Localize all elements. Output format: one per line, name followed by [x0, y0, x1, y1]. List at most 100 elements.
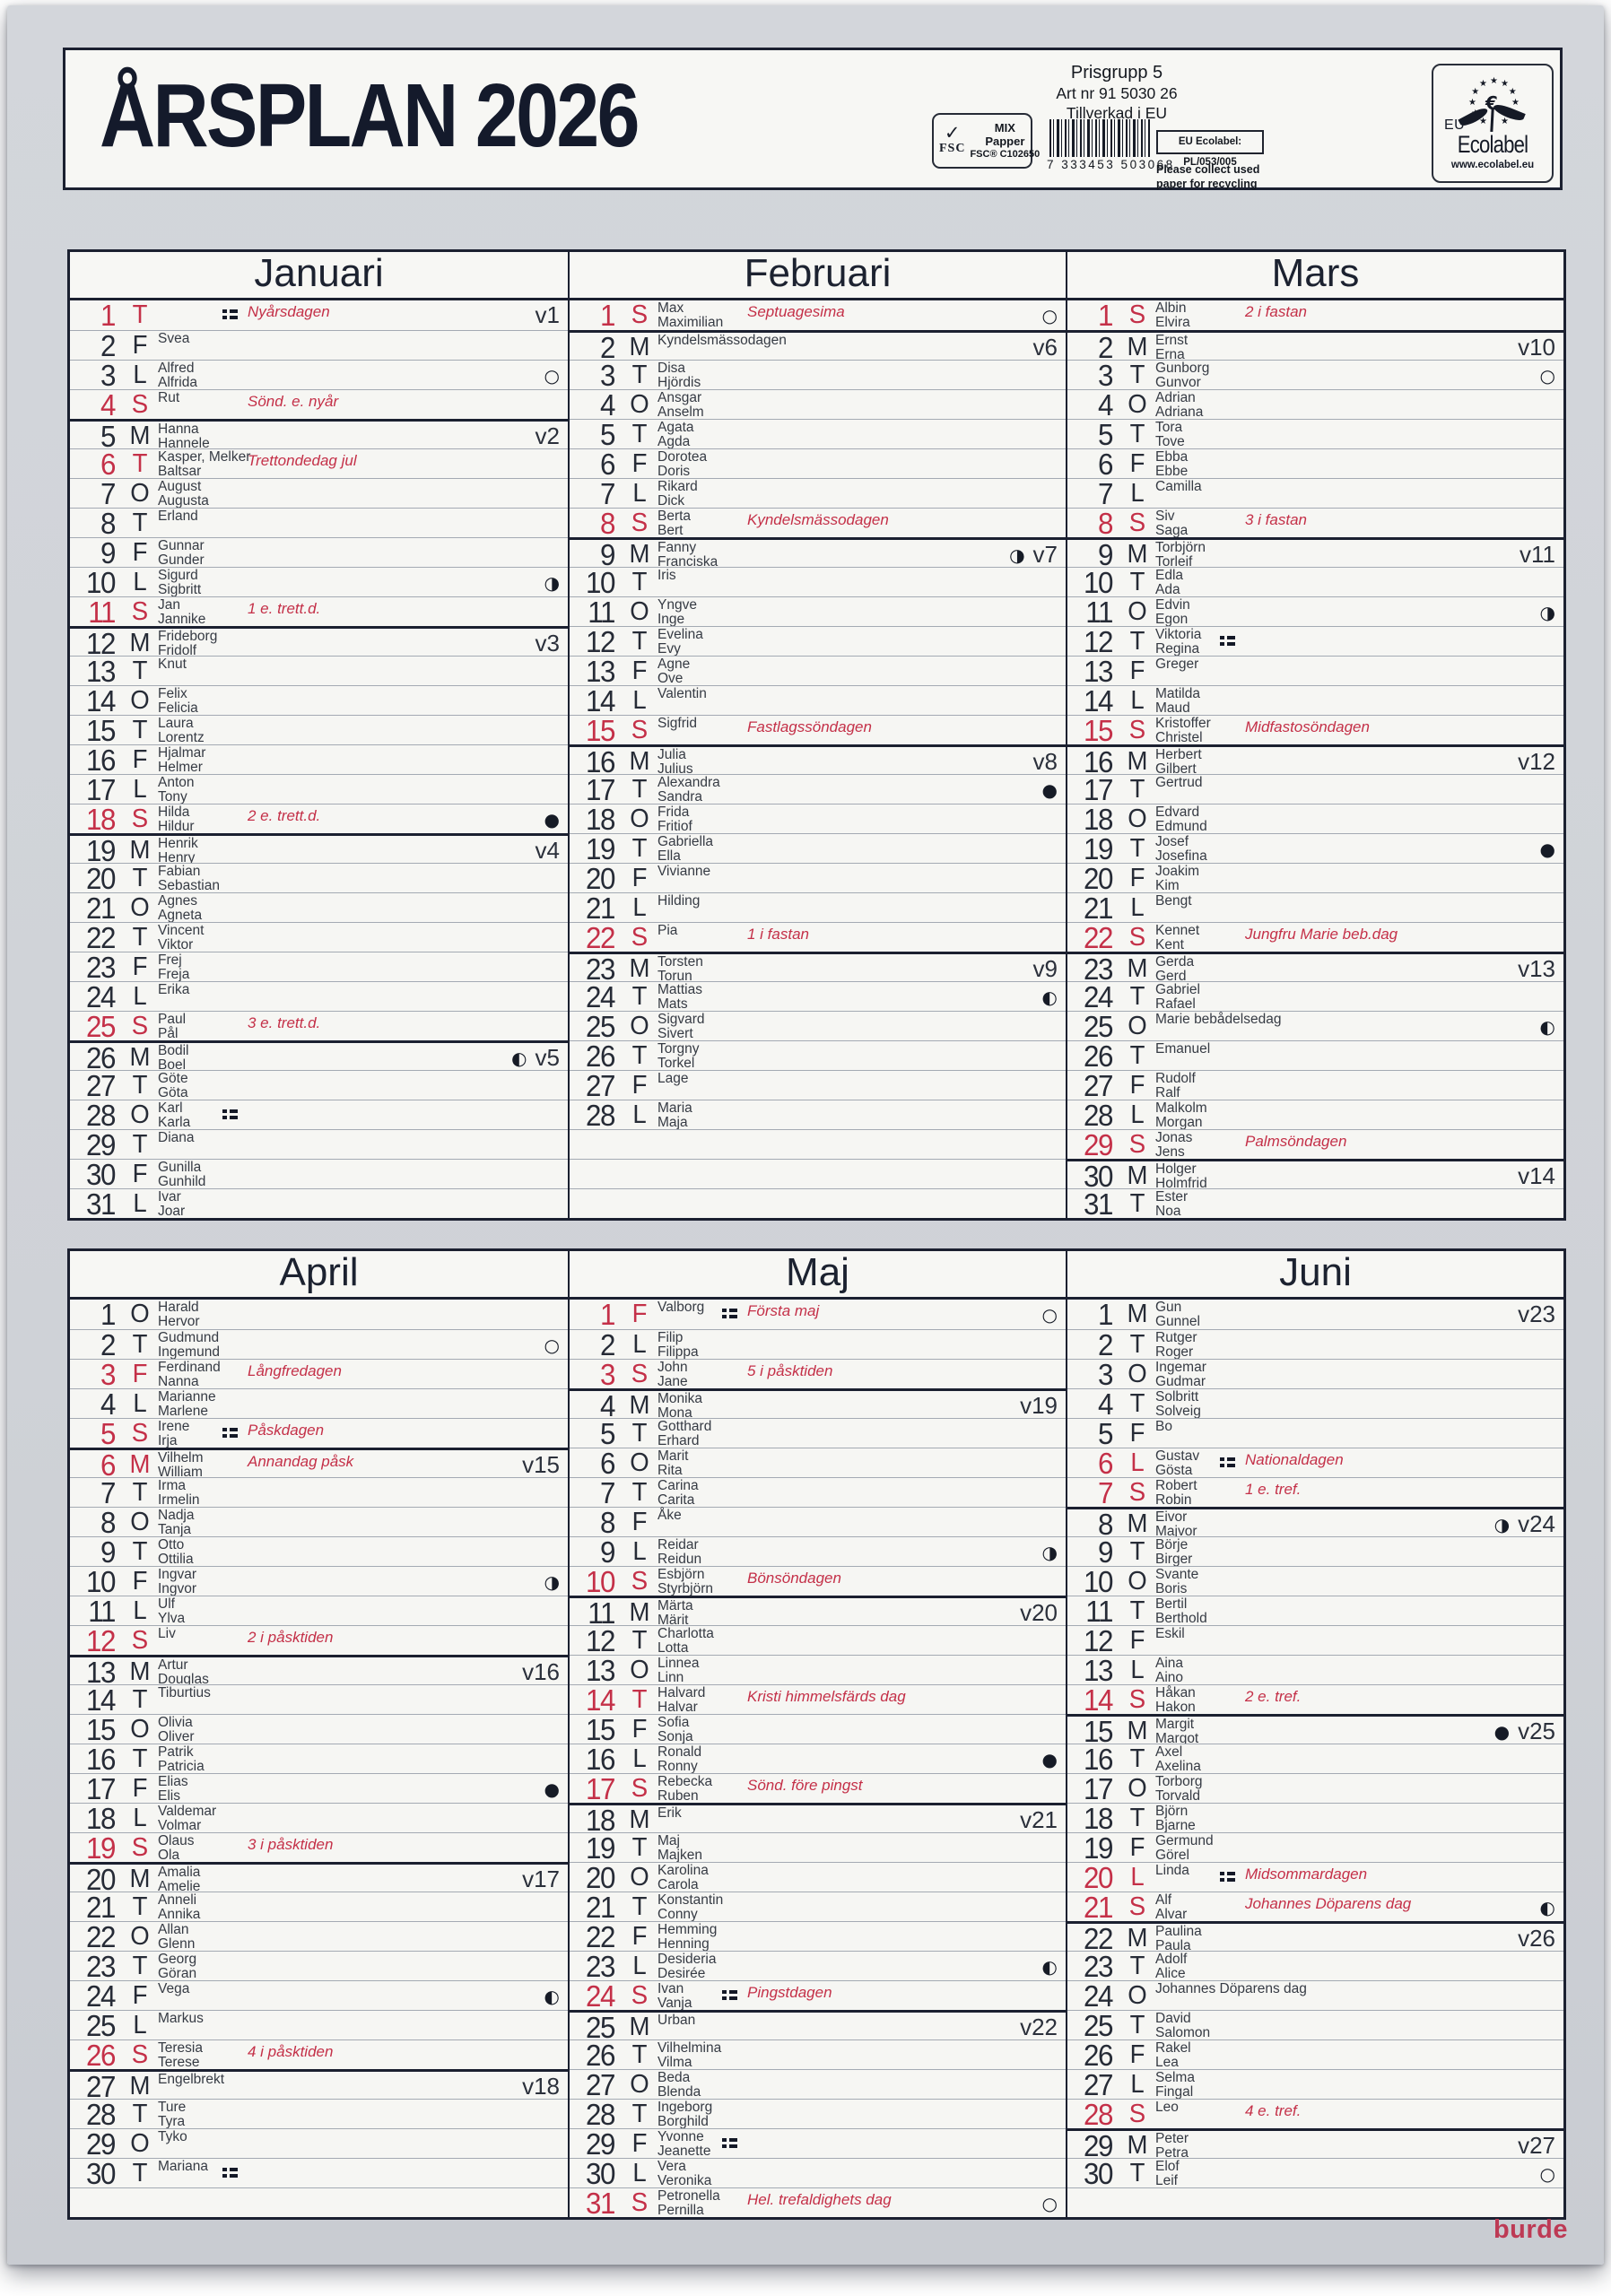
name-day: Selma [1155, 2070, 1195, 2085]
name-day: Borghild [657, 2113, 709, 2129]
moon-phase-icon-last: ◑ [1539, 601, 1555, 623]
weekday-letter: M [1127, 2131, 1148, 2160]
day-row: 11 S Jan Jannike 1 e. trett.d. [70, 596, 568, 628]
day-number: 3 [599, 1358, 615, 1391]
name-day: Ove [657, 670, 684, 686]
name-day: Gudmund [158, 1330, 220, 1345]
name-day: Petronella [657, 2188, 720, 2204]
day-number: 11 [1085, 1595, 1113, 1628]
name-day: Bengt [1155, 893, 1192, 909]
day-number: 3 [100, 1358, 116, 1391]
day-row: 2 L Filip Filippa [570, 1328, 1066, 1361]
name-day: Tyko [158, 2129, 187, 2144]
day-number: 6 [1097, 1447, 1113, 1480]
week-number: v19 [1020, 1392, 1058, 1419]
weekday-letter: F [132, 1360, 148, 1388]
name-day: Gunhild [158, 1173, 206, 1189]
weekday-letter: S [131, 1012, 149, 1040]
weekday-letter: S [631, 509, 649, 537]
day-row: 21 O Agnes Agneta [70, 892, 568, 924]
swedish-flag-icon [1220, 1457, 1235, 1467]
day-number: 15 [585, 714, 615, 747]
name-day: Holmfrid [1155, 1175, 1207, 1191]
day-number: 17 [585, 1772, 615, 1805]
weekday-letter: F [631, 1922, 648, 1951]
name-days: Greger [1155, 657, 1198, 672]
name-day: Sandra [657, 788, 702, 804]
day-row: 19 S Olaus Ola 3 i påsktiden [70, 1832, 568, 1864]
name-day: Max [657, 300, 684, 316]
holiday-note: Septuagesima [747, 303, 845, 320]
name-day: Regina [1155, 640, 1200, 657]
day-number: 27 [1083, 2068, 1113, 2101]
day-number: 5 [599, 418, 615, 451]
weekday-letter: T [1129, 1330, 1145, 1359]
name-day: Agda [657, 433, 691, 449]
name-day: Ester [1155, 1189, 1189, 1205]
name-day: Rakel [1155, 2040, 1191, 2056]
holiday-note: Midsommardagen [1245, 1866, 1368, 1883]
row-right-cluster: ○ [1540, 361, 1555, 390]
day-row: 23 L Desideria Desirée ◐ [570, 1951, 1066, 1982]
name-day: Vilma [657, 2054, 692, 2070]
day-row: 21 T Anneli Annika [70, 1892, 568, 1923]
name-days: Ester Noa [1155, 1190, 1188, 1218]
name-day: Konstantin [657, 1892, 724, 1908]
day-number: 1 [599, 1298, 615, 1331]
name-day: Carola [657, 1876, 699, 1892]
day-number: 22 [585, 921, 615, 954]
weekday-letter: T [1129, 1596, 1145, 1625]
name-days: Vilhelmina Vilma [657, 2041, 721, 2069]
name-day: Ingemar [1155, 1360, 1206, 1375]
name-day: Gerda [1155, 954, 1195, 970]
weekday-letter: M [1127, 1924, 1148, 1952]
name-day: Elvira [1155, 314, 1190, 330]
name-day: Gun [1155, 1300, 1182, 1315]
name-day: Carita [657, 1492, 695, 1508]
weekday-letter: T [132, 1537, 148, 1566]
day-row: 22 T Vincent Viktor [70, 922, 568, 953]
name-days: Gun Gunnel [1155, 1300, 1200, 1328]
holiday-note: 2 e. trett.d. [248, 807, 321, 824]
name-days: Beda Blenda [657, 2071, 701, 2099]
name-days: Marit Rita [657, 1449, 688, 1477]
name-day: Margot [1155, 1730, 1199, 1746]
holiday-note: Trettondedag jul [248, 452, 357, 469]
weekday-letter: S [631, 1981, 649, 2010]
day-number: 19 [85, 834, 116, 867]
holiday-note: 1 e. trett.d. [248, 600, 321, 617]
name-days: Amalia Amelie [158, 1866, 200, 1893]
weekday-letter: F [132, 1774, 148, 1803]
weekday-letter: M [129, 1043, 151, 1072]
name-days: Teresia Terese [158, 2041, 203, 2069]
weekday-letter: S [631, 1567, 649, 1596]
swedish-flag-icon [1220, 636, 1235, 646]
day-row: 13 L Aina Aino [1067, 1655, 1563, 1686]
day-row: 27 O Beda Blenda [570, 2069, 1066, 2100]
name-day: Agata [657, 420, 694, 435]
day-row: 31 S Petronella Pernilla Hel. trefaldighets … [570, 2187, 1066, 2219]
week-number: v8 [1032, 748, 1058, 775]
day-number: 15 [585, 1713, 615, 1746]
day-number: 2 [599, 1328, 615, 1361]
holiday-note: Pingstdagen [747, 1984, 832, 2001]
name-days: Josef Josefina [1155, 835, 1207, 863]
name-days: Ebba Ebbe [1155, 450, 1188, 478]
swedish-flag-icon [722, 1309, 737, 1318]
name-day: Anton [158, 775, 195, 790]
weekday-letter: T [132, 449, 148, 478]
day-row: 10 S Esbjörn Styrbjörn Bönsöndagen [570, 1566, 1066, 1597]
day-row: 29 M Peter Petra v27 [1067, 2128, 1563, 2161]
row-right-cluster: ◐ [1540, 1892, 1555, 1922]
week-number: v10 [1518, 334, 1555, 361]
name-days: Ivar Joar [158, 1190, 185, 1218]
name-day: Leo [1155, 2100, 1179, 2115]
day-row: 10 L Sigurd Sigbritt ◑ [70, 567, 568, 598]
holiday-note: 3 i fastan [1245, 511, 1307, 528]
name-day: Fridolf [158, 642, 197, 658]
day-number: 14 [1083, 1683, 1113, 1717]
holiday-note: 4 i påsktiden [248, 2043, 334, 2060]
name-days: Viktoria Regina [1155, 628, 1201, 656]
day-number: 9 [1097, 1535, 1113, 1569]
name-day: Gunnel [1155, 1313, 1200, 1329]
